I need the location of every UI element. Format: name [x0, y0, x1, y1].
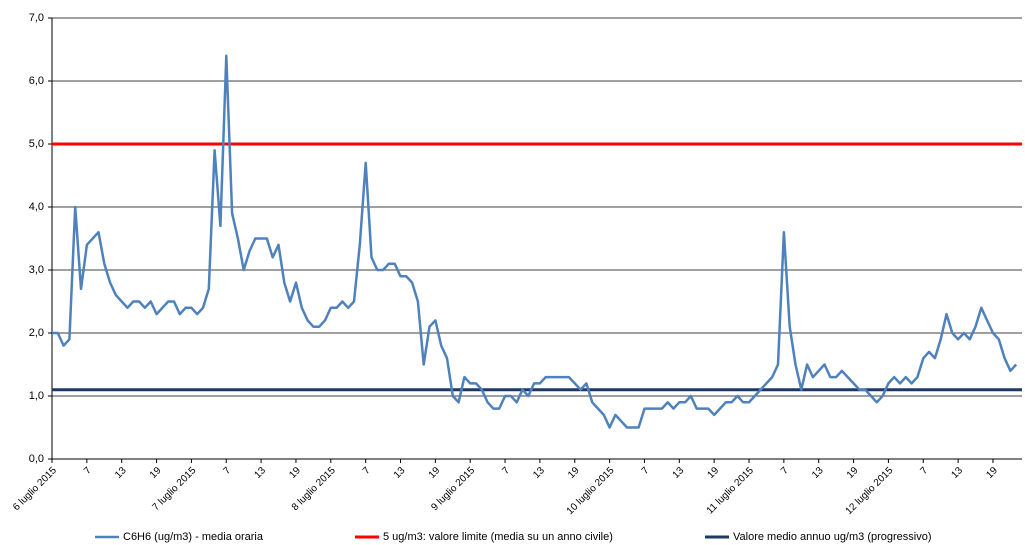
x-tick-label: 7 — [779, 465, 791, 477]
x-tick-label: 7 — [919, 465, 931, 477]
x-tick-label: 7 — [500, 465, 512, 477]
x-tick-label: 7 — [640, 465, 652, 477]
x-tick-label: 7 — [82, 465, 94, 477]
data-line — [52, 54, 1018, 429]
y-tick-label: 7,0 — [29, 12, 44, 24]
x-tick-label: 19 — [845, 465, 861, 481]
y-tick-label: 3,0 — [29, 264, 44, 276]
x-tick-label: 13 — [949, 465, 965, 481]
y-tick-label: 5,0 — [29, 138, 44, 150]
x-tick-label: 7 — [222, 465, 234, 477]
x-tick-label: 19 — [705, 465, 721, 481]
x-tick-label: 19 — [287, 465, 303, 481]
x-tick-label: 19 — [148, 465, 164, 481]
y-tick-label: 2,0 — [29, 327, 44, 339]
x-tick-label: 13 — [671, 465, 687, 481]
x-tick-label: 13 — [531, 465, 547, 481]
legend-label: Valore medio annuo ug/m3 (progressivo) — [733, 531, 932, 543]
legend-label: 5 ug/m3: valore limite (media su un anno… — [383, 531, 613, 543]
x-tick-label: 13 — [113, 465, 129, 481]
x-tick-label: 7 — [361, 465, 373, 477]
legend-label: C6H6 (ug/m3) - media oraria — [123, 531, 264, 543]
x-tick-label: 13 — [392, 465, 408, 481]
x-tick-label: 13 — [252, 465, 268, 481]
x-tick-label: 19 — [427, 465, 443, 481]
x-tick-label: 13 — [810, 465, 826, 481]
y-tick-label: 0,0 — [29, 453, 44, 465]
y-tick-label: 6,0 — [29, 75, 44, 87]
x-tick-label: 19 — [566, 465, 582, 481]
x-tick-label: 19 — [984, 465, 1000, 481]
x-tick-label: 6 luglio 2015 — [11, 465, 59, 513]
y-tick-label: 1,0 — [29, 390, 44, 402]
y-tick-label: 4,0 — [29, 201, 44, 213]
